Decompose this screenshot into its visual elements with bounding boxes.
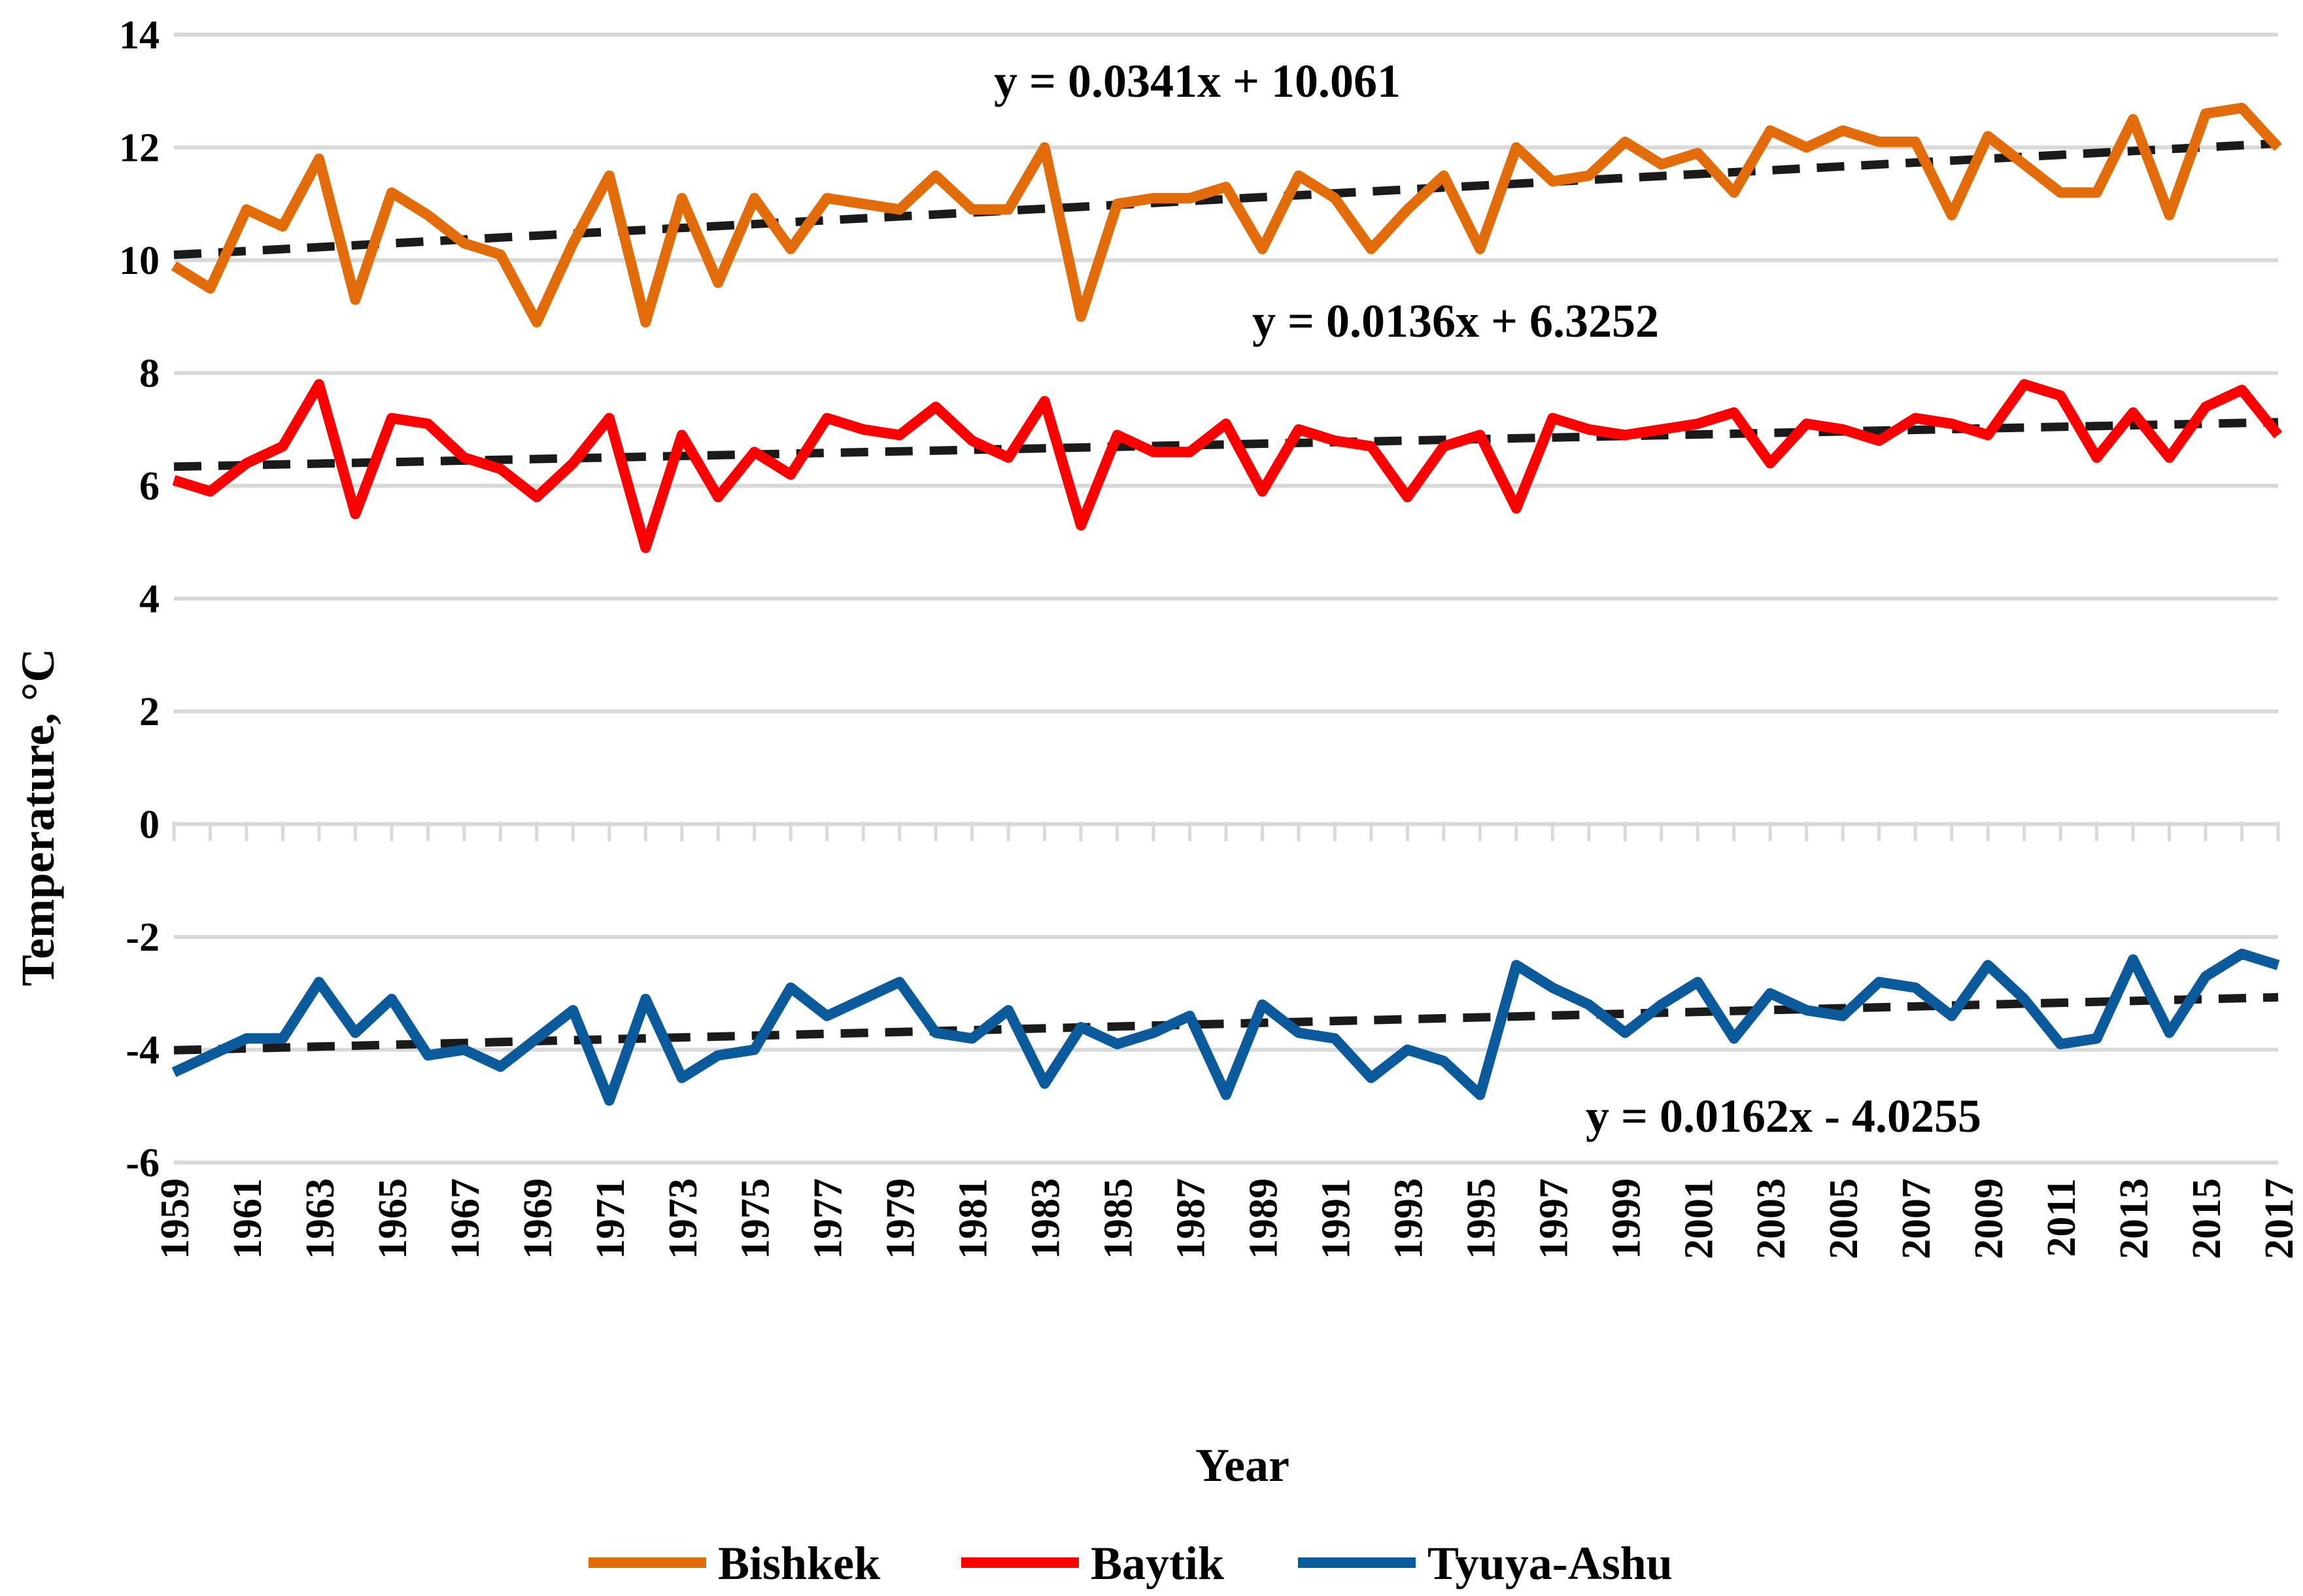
x-tick-label: 1973 [661,1178,706,1259]
legend: Bishkek Baytik Tyuya-Ashu [589,1537,1673,1589]
x-tick-label: 1965 [371,1178,415,1259]
trend-equation-baytik: y = 0.0136x + 6.3252 [1252,295,1659,347]
y-tick-label: 4 [139,577,160,622]
trend-equation-tyuya-ashu: y = 0.0162x - 4.0255 [1586,1090,1981,1142]
x-tick-label: 1975 [734,1178,778,1259]
x-tick-label: 1997 [1531,1178,1576,1259]
x-tick-label: 1971 [589,1178,633,1259]
y-tick-label: 10 [119,239,160,283]
x-tick-label: 2005 [1822,1178,1866,1259]
x-tick-label: 1961 [226,1178,270,1259]
x-tick-label: 1991 [1314,1178,1358,1259]
x-tick-label: 2003 [1749,1178,1794,1259]
y-tick-label: 6 [139,464,160,509]
x-tick-label: 1959 [153,1178,197,1259]
x-tick-label: 2015 [2185,1178,2229,1259]
y-tick-label: 0 [139,803,160,847]
x-tick-label: 1969 [516,1178,560,1259]
data-series [174,108,2278,1100]
trend-equation-bishkek: y = 0.0341x + 10.061 [994,55,1401,107]
y-tick-label: -2 [126,915,160,960]
x-tick-label: 1979 [879,1178,923,1259]
x-tick-label: 1963 [298,1178,343,1259]
x-tick-label: 1977 [806,1178,851,1259]
x-tick-label: 2007 [1894,1178,1939,1259]
x-tick-label: 1987 [1169,1178,1214,1259]
series-line-tyuya-ashu [174,954,2278,1100]
y-axis-title: Temperature, °C [12,649,64,987]
y-tick-label: 2 [139,690,160,734]
x-tick-label: 1995 [1459,1178,1503,1259]
x-tick-label: 2009 [1967,1178,2011,1259]
y-tick-label: 14 [119,13,160,58]
x-tick-label: 1981 [951,1178,996,1259]
x-tick-label: 1999 [1604,1178,1648,1259]
y-tick-label: 12 [119,126,160,171]
x-tick-label: 1983 [1024,1178,1068,1259]
y-tick-label: 8 [139,352,160,396]
x-axis-tick-labels: 1959 1961 1963 1965 1967 1969 1971 1973 1975 1977… [153,1178,2302,1259]
x-tick-label: 2013 [2112,1178,2157,1259]
legend-label-tyuya-ashu: Tyuya-Ashu [1427,1537,1673,1589]
x-tick-label: 1967 [443,1178,488,1259]
series-line-bishkek [174,108,2278,322]
x-tick-label: 1993 [1386,1178,1431,1259]
x-tick-label: 2011 [2039,1178,2084,1257]
x-tick-label: 1989 [1241,1178,1286,1259]
series-line-baytik [174,384,2278,548]
x-tick-label: 2017 [2257,1178,2302,1259]
legend-label-baytik: Baytik [1091,1537,1224,1589]
legend-label-bishkek: Bishkek [718,1537,880,1589]
y-tick-label: -4 [126,1028,160,1073]
x-tick-label: 2001 [1677,1178,1721,1259]
x-axis-title: Year [1195,1439,1289,1491]
x-tick-label: 1985 [1097,1178,1141,1259]
temperature-chart: -6-4-202468101214 1959 1961 1963 1965 1967 19… [0,0,2303,1596]
